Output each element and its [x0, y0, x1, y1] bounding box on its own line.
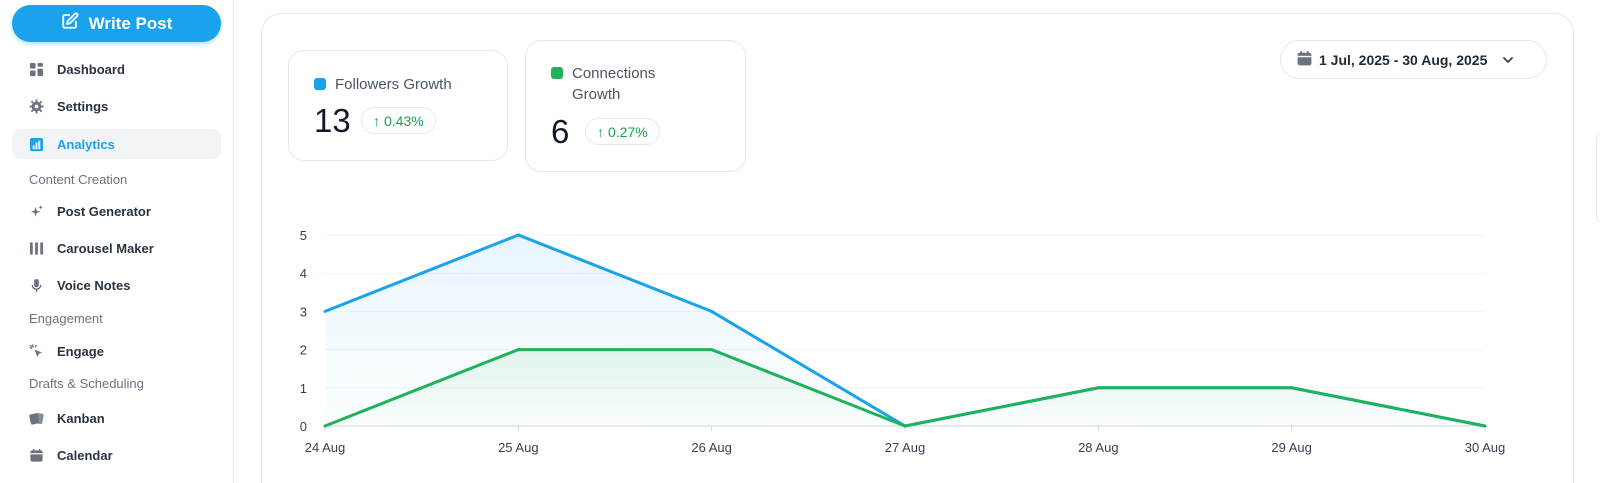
sidebar-item-kanban[interactable]: Kanban — [12, 403, 221, 433]
data-point[interactable] — [516, 233, 520, 237]
sparkles-icon — [29, 204, 44, 219]
stat-label-line2: Growth — [572, 86, 621, 103]
sidebar-item-analytics[interactable]: Analytics — [12, 129, 221, 159]
cursor-click-icon — [29, 343, 44, 359]
data-point[interactable] — [710, 348, 714, 352]
stat-label: Followers Growth — [335, 76, 452, 93]
gear-icon — [29, 98, 44, 114]
x-tick-label: 30 Aug — [1465, 440, 1506, 455]
stat-delta-value: 0.43% — [384, 112, 424, 129]
stat-label: Connections Growth — [572, 63, 655, 105]
sidebar-item-dashboard[interactable]: Dashboard — [12, 54, 221, 84]
sidebar-item-engage[interactable]: Engage — [12, 336, 221, 366]
dashboard-icon — [29, 62, 44, 77]
stat-delta-value: 0.27% — [608, 123, 648, 140]
data-point[interactable] — [1483, 424, 1487, 428]
sidebar-item-label: Voice Notes — [57, 277, 131, 293]
data-point[interactable] — [516, 348, 520, 352]
stat-header: Followers Growth — [314, 74, 452, 95]
y-tick-label: 0 — [300, 419, 307, 434]
sidebar-item-post-generator[interactable]: Post Generator — [12, 196, 221, 226]
cards-icon — [29, 411, 44, 426]
sidebar-item-calendar[interactable]: Calendar — [12, 440, 221, 470]
sidebar-item-settings[interactable]: Settings — [12, 91, 221, 121]
write-post-button[interactable]: Write Post — [12, 5, 221, 42]
side-panel-handle[interactable] — [1596, 133, 1600, 223]
section-drafts-scheduling: Drafts & Scheduling — [29, 376, 144, 391]
stat-delta-badge: ↑ 0.43% — [361, 107, 436, 134]
sidebar-item-label: Carousel Maker — [57, 240, 154, 256]
stat-value: 13 — [314, 102, 351, 139]
data-point[interactable] — [1290, 386, 1294, 390]
x-tick-label: 27 Aug — [885, 440, 926, 455]
date-range-picker[interactable]: 1 Jul, 2025 - 30 Aug, 2025 — [1280, 40, 1547, 79]
sidebar-item-voice-notes[interactable]: Voice Notes — [12, 270, 221, 300]
section-engagement: Engagement — [29, 311, 103, 326]
series-area-connections — [325, 349, 1485, 426]
stat-value: 6 — [551, 113, 570, 150]
stat-delta-badge: ↑ 0.27% — [585, 118, 660, 145]
data-point[interactable] — [710, 309, 714, 313]
sidebar-item-label: Dashboard — [57, 61, 125, 77]
bar-chart-icon — [29, 137, 44, 152]
sidebar-item-label: Settings — [57, 98, 109, 114]
data-point[interactable] — [903, 424, 907, 428]
arrow-up-icon: ↑ — [597, 123, 604, 140]
stat-header: Connections Growth — [551, 63, 655, 105]
sidebar-item-label: Calendar — [57, 447, 113, 463]
data-point[interactable] — [1096, 386, 1100, 390]
data-point[interactable] — [323, 424, 327, 428]
y-tick-label: 3 — [300, 304, 307, 319]
calendar-icon — [29, 448, 44, 463]
sidebar: Write Post Dashboard Settings Analytics … — [0, 0, 234, 483]
date-range-label: 1 Jul, 2025 - 30 Aug, 2025 — [1319, 51, 1488, 68]
x-tick-label: 25 Aug — [498, 440, 539, 455]
edit-icon — [61, 12, 79, 35]
sidebar-item-label: Post Generator — [57, 203, 151, 219]
x-tick-label: 26 Aug — [691, 440, 732, 455]
y-tick-label: 4 — [300, 266, 307, 281]
chevron-down-icon — [1501, 53, 1515, 67]
stat-card-connections: Connections Growth 6 ↑ 0.27% — [525, 40, 746, 172]
y-tick-label: 2 — [300, 343, 307, 358]
sidebar-item-label: Kanban — [57, 410, 105, 426]
x-tick-label: 24 Aug — [305, 440, 346, 455]
sidebar-item-carousel-maker[interactable]: Carousel Maker — [12, 233, 221, 263]
columns-icon — [29, 241, 44, 256]
section-content-creation: Content Creation — [29, 172, 128, 187]
growth-chart: 0 1 2 3 4 5 24 Aug 25 Aug 26 Aug 27 Aug 28 Aug 29 A… — [300, 228, 1506, 455]
data-point[interactable] — [323, 309, 327, 313]
y-tick-label: 1 — [300, 381, 307, 396]
stat-card-followers: Followers Growth 13 ↑ 0.43% — [288, 50, 508, 161]
stat-label-line1: Connections — [572, 65, 656, 82]
legend-swatch-connections — [551, 67, 563, 79]
microphone-icon — [29, 278, 44, 293]
x-tick-label: 29 Aug — [1271, 440, 1312, 455]
sidebar-item-label: Analytics — [57, 136, 115, 152]
write-post-label: Write Post — [88, 13, 173, 33]
legend-swatch-followers — [314, 78, 326, 90]
sidebar-item-label: Engage — [57, 343, 104, 359]
arrow-up-icon: ↑ — [373, 112, 380, 129]
x-tick-label: 28 Aug — [1078, 440, 1119, 455]
y-tick-label: 5 — [300, 228, 307, 243]
calendar-icon — [1296, 50, 1313, 70]
